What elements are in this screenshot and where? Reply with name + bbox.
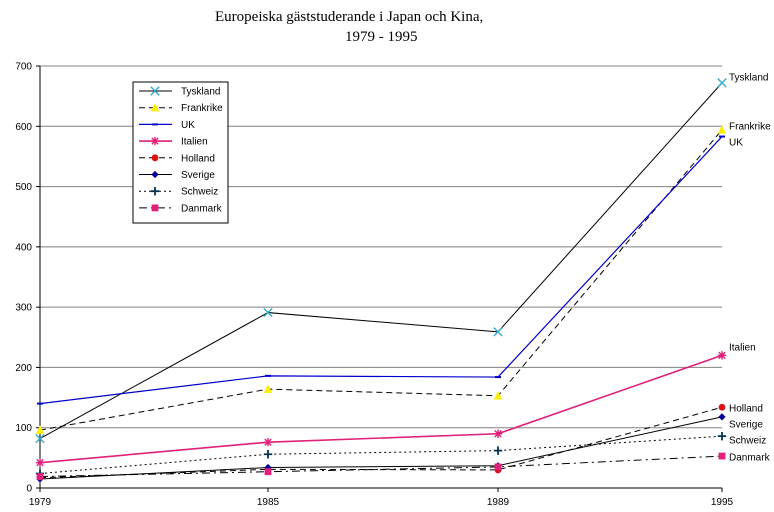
data-point-frankrike (717, 125, 727, 134)
legend-label-sverige: Sverige (181, 170, 215, 181)
chart-title-line-2: 1979 - 1995 (345, 29, 418, 45)
series-line-italien (39, 354, 723, 464)
legend: Tyskland Frankrike UK Italien Holland Sverige… (132, 81, 229, 224)
series-line-danmark (39, 455, 723, 478)
legend-label-frankrike: Frankrike (181, 103, 223, 114)
data-point-tyskland (35, 433, 45, 444)
end-label-schweiz: Schweiz (729, 436, 766, 447)
y-tick-label: 700 (15, 62, 32, 73)
y-tick-label: 100 (15, 423, 32, 434)
series-end-labels: Tyskland Frankrike UK Italien Holland Sverige… (729, 73, 771, 464)
legend-label-schweiz: Schweiz (181, 187, 218, 198)
legend-marker-tyskland (150, 86, 160, 96)
x-tick-label: 1995 (711, 497, 734, 508)
data-point-tyskland (717, 78, 727, 88)
series-line-uk (39, 136, 723, 405)
y-tick-label: 300 (15, 303, 32, 314)
y-tick-label: 400 (15, 242, 32, 253)
series-line-sverige (39, 416, 723, 480)
x-tick-label: 1979 (29, 497, 52, 508)
end-label-frankrike: Frankrike (729, 122, 771, 133)
y-tick-label: 500 (15, 182, 32, 193)
series-markers (35, 78, 727, 483)
data-point-italien (717, 351, 727, 360)
legend-label-danmark: Danmark (181, 203, 223, 214)
data-point-italien (493, 429, 503, 438)
x-tick-label: 1989 (487, 497, 510, 508)
data-point-holland (718, 403, 726, 411)
legend-marker-italien (150, 136, 160, 146)
data-point-schweiz (263, 450, 273, 459)
legend-label-uk: UK (181, 120, 195, 131)
data-point-danmark (718, 452, 726, 460)
series-line-tyskland (39, 82, 723, 440)
legend-marker-schweiz (150, 187, 160, 196)
series-lines (39, 82, 723, 480)
end-label-holland: Holland (729, 404, 763, 415)
legend-marker-sverige (151, 170, 159, 179)
end-label-sverige: Sverige (729, 420, 763, 431)
axes (39, 66, 722, 489)
series-line-frankrike (39, 129, 723, 431)
chart-title-line-1: Europeiska gäststuderande i Japan och Ki… (215, 9, 484, 25)
y-tick-label: 200 (15, 363, 32, 374)
series-line-schweiz (39, 435, 723, 475)
y-tick-label: 600 (15, 122, 32, 133)
legend-label-italien: Italien (181, 137, 208, 148)
data-point-italien (35, 458, 45, 467)
end-label-italien: Italien (729, 343, 756, 354)
end-label-uk: UK (729, 138, 743, 149)
legend-label-holland: Holland (181, 153, 215, 164)
data-point-danmark (264, 468, 272, 476)
legend-box (132, 81, 229, 224)
data-point-danmark (494, 463, 502, 471)
x-tick-label: 1985 (257, 497, 280, 508)
y-axis-ticks: 0 100 200 300 400 500 600 700 (15, 62, 40, 495)
legend-marker-holland (151, 154, 159, 162)
data-point-sverige (718, 413, 726, 421)
data-point-tyskland (493, 327, 503, 337)
legend-marker-danmark (151, 204, 159, 212)
data-point-italien (263, 437, 273, 447)
end-label-tyskland: Tyskland (729, 73, 768, 84)
data-point-frankrike (493, 391, 503, 400)
data-point-schweiz (493, 446, 503, 455)
data-point-tyskland (263, 307, 273, 318)
data-point-frankrike (35, 425, 45, 434)
y-tick-label: 0 (26, 484, 32, 495)
data-point-frankrike (263, 384, 273, 393)
data-point-schweiz (717, 431, 727, 441)
x-axis-ticks: 1979 1985 1989 1995 (29, 488, 734, 508)
data-point-danmark (36, 473, 44, 480)
end-label-danmark: Danmark (729, 453, 771, 464)
legend-marker-frankrike (150, 103, 160, 112)
legend-label-tyskland: Tyskland (181, 87, 220, 98)
